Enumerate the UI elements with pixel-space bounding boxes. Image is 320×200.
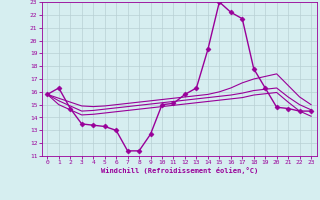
X-axis label: Windchill (Refroidissement éolien,°C): Windchill (Refroidissement éolien,°C) <box>100 167 258 174</box>
